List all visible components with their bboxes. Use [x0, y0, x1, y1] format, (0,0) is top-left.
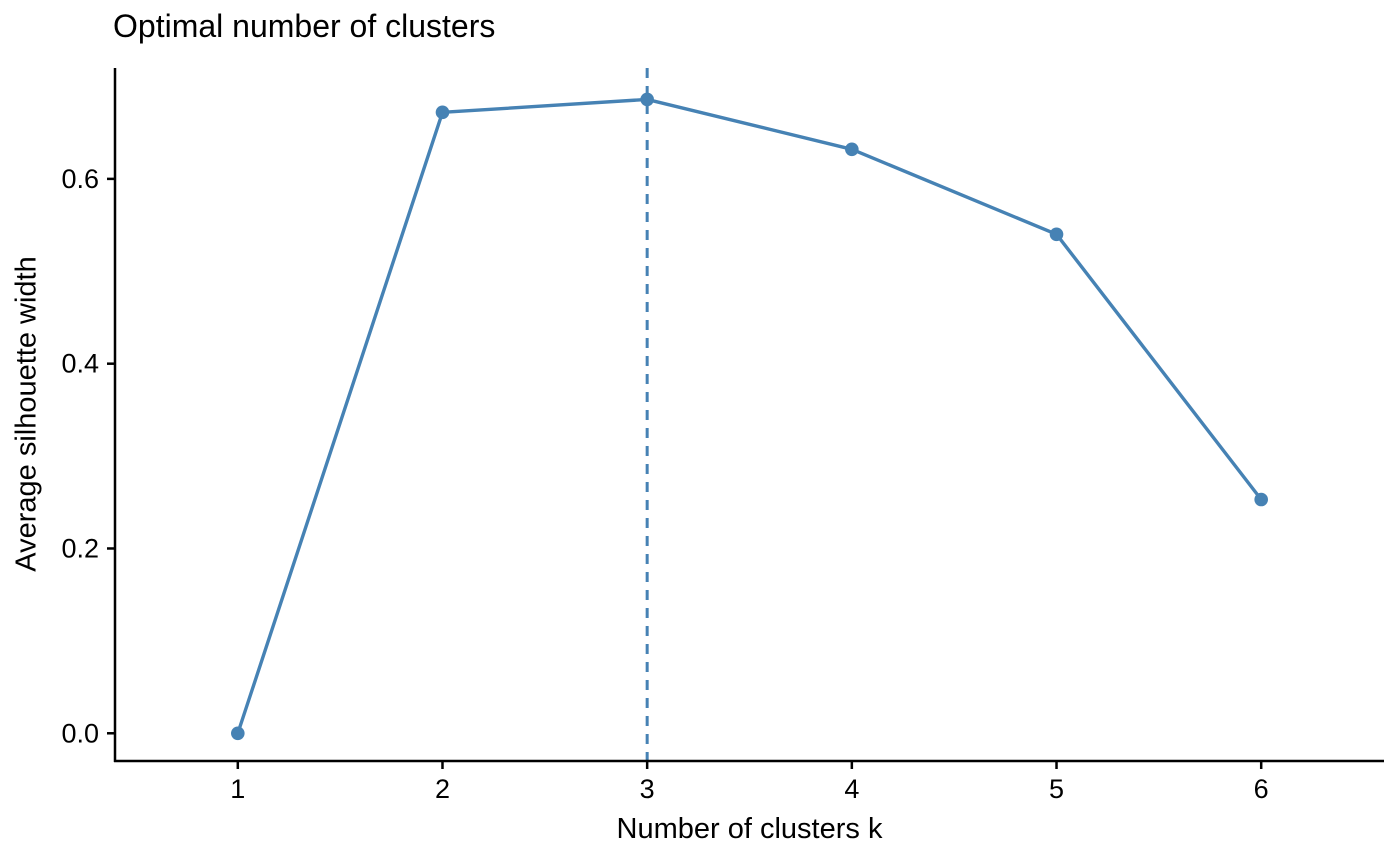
y-axis-title: Average silhouette width [10, 256, 43, 572]
data-point [845, 142, 859, 157]
y-tick-label: 0.2 [61, 533, 99, 563]
data-point [435, 105, 450, 120]
y-tick-label: 0.4 [61, 349, 99, 379]
data-point [1049, 227, 1064, 242]
x-tick-label: 6 [1254, 774, 1269, 804]
y-tick-label: 0.6 [61, 164, 99, 194]
x-tick-label: 2 [435, 774, 450, 804]
chart-title: Optimal number of clusters [113, 8, 496, 44]
y-tick-label: 0.0 [61, 718, 99, 748]
x-tick-label: 3 [640, 774, 655, 804]
x-tick-label: 5 [1049, 774, 1064, 804]
silhouette-line [236, 97, 1263, 735]
data-point [231, 726, 245, 741]
x-tick-label: 1 [230, 774, 245, 804]
data-point [640, 92, 654, 107]
x-axis-title: Number of clusters k [616, 813, 883, 845]
x-tick-label: 4 [844, 774, 859, 804]
data-point [1254, 492, 1268, 507]
